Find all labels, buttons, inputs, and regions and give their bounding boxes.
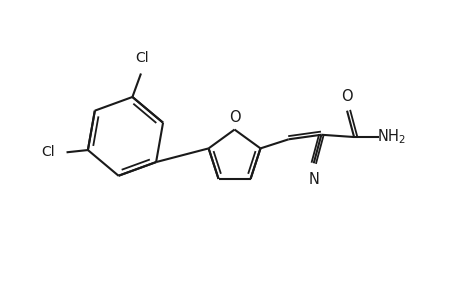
Text: N: N [308, 172, 319, 188]
Text: O: O [228, 110, 240, 125]
Text: NH$_2$: NH$_2$ [376, 128, 405, 146]
Text: Cl: Cl [41, 145, 55, 159]
Text: O: O [341, 89, 352, 104]
Text: Cl: Cl [135, 51, 148, 65]
